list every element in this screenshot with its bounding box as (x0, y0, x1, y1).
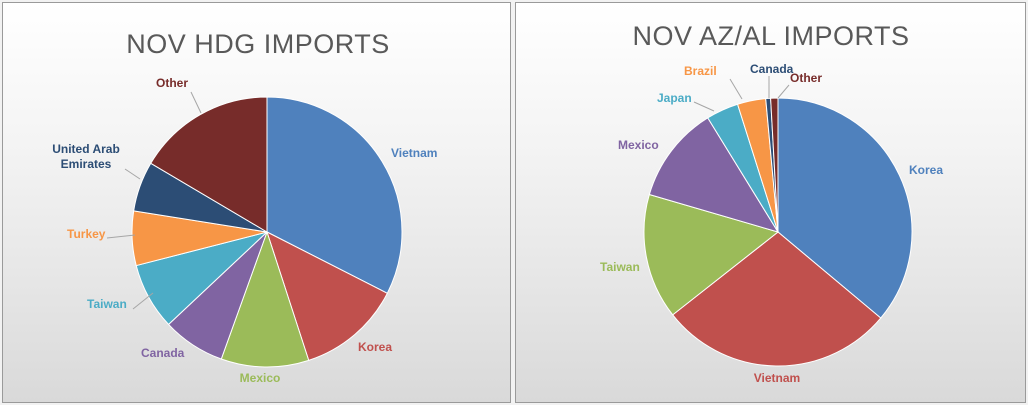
pie-slice-mexico (220, 230, 310, 368)
leader-line-turkey (106, 234, 136, 239)
slice-label-other: Other (156, 76, 188, 90)
leader-line-brazil (729, 78, 743, 100)
hdg-imports-pie-chart: NOV HDG IMPORTS Vietnam Korea Mexico Canada… (52, 29, 437, 385)
slice-label-brazil: Brazil (684, 64, 717, 78)
leader-line-other (190, 91, 202, 114)
hdg-imports-chart-panel: NOV HDG IMPORTS Vietnam Korea Mexico Canada… (2, 2, 511, 403)
pie-slice-other (150, 96, 268, 233)
pie-slice-vietnam (266, 96, 403, 294)
leader-line-other (777, 84, 790, 99)
slice-label-canada: Canada (750, 62, 794, 76)
slice-labels: Vietnam Korea Mexico Canada Taiwan Turkey Unit… (52, 76, 437, 385)
leader-line-japan (693, 101, 715, 112)
slice-label-japan: Japan (657, 91, 692, 105)
leader-lines (106, 91, 202, 310)
leader-lines (693, 76, 790, 112)
azal-imports-pie-chart: NOV AZ/AL IMPORTS Korea Vietnam Taiwan Mexi… (600, 21, 943, 385)
chart-title: NOV AZ/AL IMPORTS (632, 21, 909, 51)
slice-label-canada: Canada (141, 346, 185, 360)
slice-labels: Korea Vietnam Taiwan Mexico Japan Brazil Canad… (600, 62, 943, 385)
pie-slices (131, 96, 403, 368)
pie-slice-taiwan (643, 193, 780, 316)
pie-slice-korea (777, 97, 913, 319)
azal-imports-chart-panel: NOV AZ/AL IMPORTS Korea Vietnam Taiwan Mexi… (515, 2, 1026, 403)
leader-line-united-arab-emirates (124, 168, 141, 180)
slice-label-korea: Korea (909, 163, 943, 177)
slice-label-taiwan: Taiwan (600, 260, 640, 274)
slice-label-vietnam: Vietnam (391, 146, 437, 160)
slice-label-vietnam: Vietnam (754, 371, 800, 385)
slice-label-taiwan: Taiwan (87, 297, 127, 311)
slice-label-mexico: Mexico (240, 371, 281, 385)
pie-slice-korea (266, 231, 388, 362)
slice-label-other: Other (790, 71, 822, 85)
pie-slice-vietnam (671, 231, 882, 367)
chart-title: NOV HDG IMPORTS (126, 29, 390, 59)
pie-slice-mexico (648, 117, 780, 233)
pie-slice-other (770, 97, 779, 233)
leader-line-taiwan (132, 292, 154, 310)
slice-label-turkey: Turkey (67, 227, 106, 241)
slice-label-united-arab-emirates: United Arab Emirates (52, 142, 120, 171)
slice-label-mexico: Mexico (618, 138, 659, 152)
slice-label-korea: Korea (358, 340, 392, 354)
pie-slices (643, 97, 913, 367)
